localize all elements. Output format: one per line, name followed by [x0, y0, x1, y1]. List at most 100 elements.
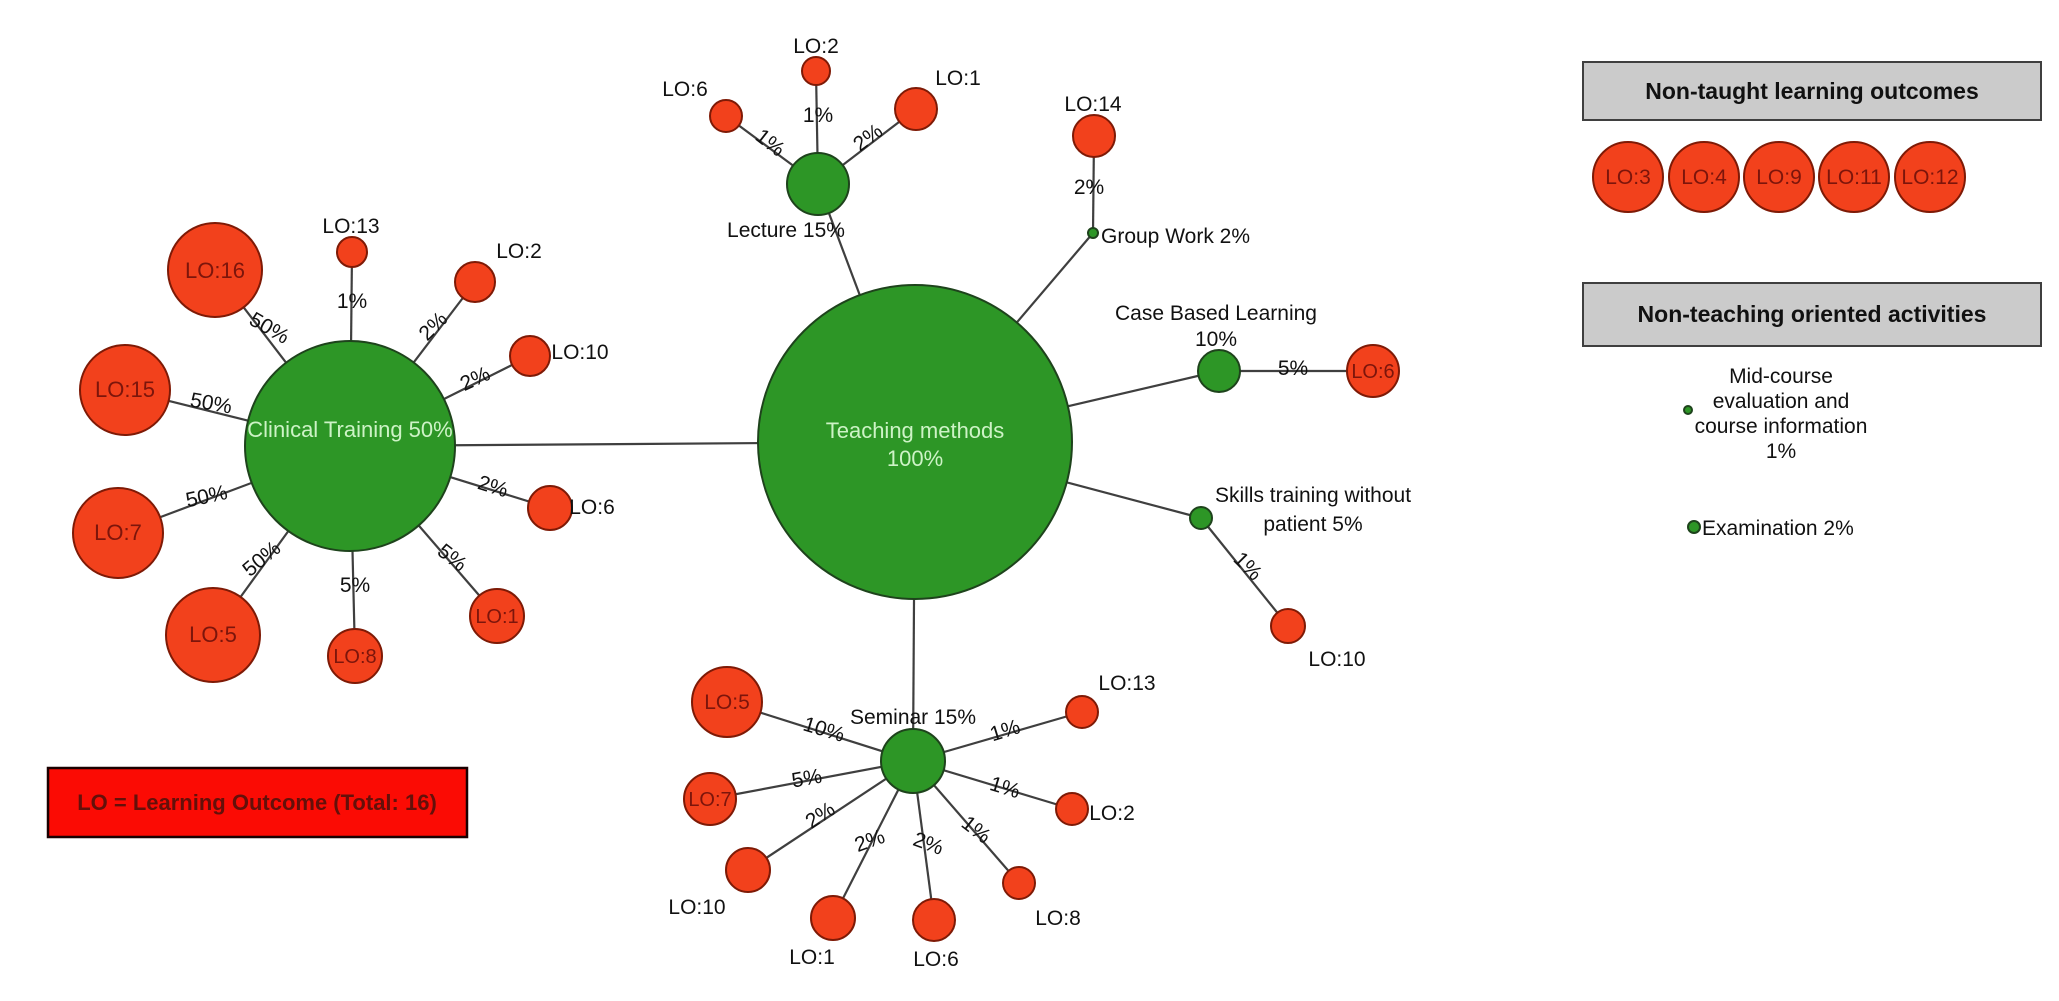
label-seminar-lo8-label: LO:8	[1035, 907, 1081, 930]
label-seminar-lo13-label: LO:13	[1098, 672, 1155, 695]
node-clinical-lo7-label: LO:7	[94, 520, 142, 545]
non-taught-outcomes-title: Non-taught learning outcomes	[1645, 78, 1979, 104]
edge-seminar-lo6-pct: 2%	[910, 828, 946, 860]
floating-labels-layer: LO:13 LO:2 LO:10 LO:6 LO:6 LO:2 LO:1 LO:14 Group…	[322, 35, 1411, 971]
node-seminar-lo6	[912, 898, 956, 942]
node-clinical-training	[244, 340, 456, 552]
node-clinical-training-label: Clinical Training 50%	[247, 417, 452, 442]
node-lecture-lo6	[709, 99, 743, 133]
node-lecture-lo2	[801, 56, 831, 86]
edge-seminar-lo7-pct: 5%	[790, 765, 824, 793]
edge-group-work-lo14-pct: 2%	[1074, 176, 1104, 199]
node-group-work-lo14	[1072, 114, 1116, 158]
label-seminar-lo6-label: LO:6	[913, 948, 959, 971]
label-lecture-lo1-label: LO:1	[935, 67, 981, 90]
node-clinical-lo7	[72, 487, 164, 579]
node-clinical-lo16	[167, 222, 263, 318]
edge-clinical-lo1-pct: 5%	[433, 539, 471, 576]
node-clinical-lo2	[454, 261, 496, 303]
node-mid-course-dot	[1683, 405, 1693, 415]
node-seminar-lo1	[810, 895, 856, 941]
node-skills-training	[1189, 506, 1213, 530]
edge-clinical-lo13-pct: 1%	[337, 290, 367, 313]
node-seminar-lo2	[1055, 792, 1089, 826]
label-skills-lo10-label: LO:10	[1308, 648, 1365, 671]
mid-course-label-line3: course information	[1695, 415, 1868, 438]
edge-skills-lo10	[1200, 517, 1289, 627]
node-panel-lo12	[1894, 141, 1966, 213]
node-teaching-methods-label-1: Teaching methods	[826, 418, 1005, 443]
label-seminar-lo2-label: LO:2	[1089, 802, 1135, 825]
edge-clinical-lo8-pct: 5%	[340, 574, 370, 597]
mid-course-label-line1: Mid-course	[1729, 365, 1833, 388]
lo-legend-box	[46, 766, 469, 839]
node-clinical-lo16-label: LO:16	[185, 258, 245, 283]
label-clinical-lo10-label: LO:10	[551, 341, 608, 364]
node-clinical-lo8	[327, 628, 383, 684]
node-seminar-lo7-label: LO:7	[688, 789, 731, 811]
node-panel-lo11	[1818, 141, 1890, 213]
edge-lecture-lo1-pct: 2%	[849, 119, 887, 156]
node-case-based-learning	[1197, 349, 1241, 393]
mid-course-label-line4: 1%	[1766, 440, 1796, 463]
label-case-based-title: Case Based Learning	[1115, 302, 1317, 325]
label-case-based-pct: 10%	[1195, 328, 1237, 351]
node-case-based-lo6-label: LO:6	[1351, 361, 1394, 383]
node-clinical-lo15-label: LO:15	[95, 377, 155, 402]
node-seminar-lo5-label: LO:5	[704, 691, 750, 714]
edge-clinical-lo16-pct: 50%	[245, 308, 293, 349]
examination-label: Examination 2%	[1702, 517, 1854, 540]
edge-seminar-lo5-pct: 10%	[800, 713, 847, 747]
node-panel-lo3	[1592, 141, 1664, 213]
node-seminar-lo8	[1002, 866, 1036, 900]
label-group-work-label: Group Work 2%	[1101, 225, 1250, 248]
node-clinical-lo10	[509, 335, 551, 377]
label-clinical-lo2-label: LO:2	[496, 240, 542, 263]
node-labels-layer: Teaching methods 100% Clinical Training 50…	[94, 166, 1958, 811]
label-lecture-lo2-label: LO:2	[793, 35, 839, 58]
edge-lecture-lo2-pct: 1%	[803, 104, 833, 127]
node-clinical-lo6	[527, 485, 573, 531]
node-lecture	[786, 152, 850, 216]
node-clinical-lo8-label: LO:8	[333, 646, 376, 668]
node-seminar-lo5	[691, 666, 763, 738]
node-seminar	[880, 728, 946, 794]
edge-clinical-lo2-pct: 2%	[415, 308, 453, 346]
edge-clinical-lo7-pct: 50%	[184, 481, 230, 512]
edge-seminar-lo7	[709, 759, 914, 801]
node-group-work	[1087, 227, 1099, 239]
label-lecture-label: Lecture 15%	[727, 219, 845, 242]
non-taught-outcomes-box	[1582, 61, 2042, 121]
node-teaching-methods	[757, 284, 1073, 600]
node-panel-lo11-label: LO:11	[1826, 166, 1882, 189]
node-skills-lo10	[1270, 608, 1306, 644]
node-panel-lo9	[1743, 141, 1815, 213]
label-seminar-lo1-label: LO:1	[789, 946, 835, 969]
node-panel-lo3-label: LO:3	[1605, 166, 1651, 189]
label-clinical-lo6-label: LO:6	[569, 496, 615, 519]
node-panel-lo12-label: LO:12	[1901, 166, 1958, 189]
edge-case-based-lo6-pct: 5%	[1278, 357, 1308, 380]
edge-seminar-lo1-pct: 2%	[852, 825, 888, 857]
node-case-based-lo6	[1346, 344, 1400, 398]
edge-clinical-lo6-pct: 2%	[475, 471, 511, 502]
lo-legend-text: LO = Learning Outcome (Total: 16)	[77, 790, 437, 815]
label-seminar-lo10-label: LO:10	[668, 896, 725, 919]
label-skills-title-line1: Skills training without	[1215, 484, 1411, 507]
node-seminar-lo13	[1065, 695, 1099, 729]
node-panel-lo4-label: LO:4	[1681, 166, 1727, 189]
edge-skills-lo10-pct: 1%	[1229, 548, 1267, 586]
node-teaching-methods-label-2: 100%	[887, 446, 943, 471]
label-seminar-label: Seminar 15%	[850, 706, 976, 729]
label-lecture-lo6-label: LO:6	[662, 78, 708, 101]
node-clinical-lo1	[469, 588, 525, 644]
edge-seminar-lo10-pct: 2%	[801, 798, 839, 834]
edge-seminar-lo2-pct: 1%	[987, 772, 1023, 803]
edge-clinical-lo15-pct: 50%	[188, 389, 233, 419]
node-clinical-lo13	[336, 236, 368, 268]
node-panel-lo9-label: LO:9	[1756, 166, 1802, 189]
node-panel-lo4	[1668, 141, 1740, 213]
node-clinical-lo1-label: LO:1	[475, 606, 518, 628]
label-clinical-lo13-label: LO:13	[322, 215, 379, 238]
